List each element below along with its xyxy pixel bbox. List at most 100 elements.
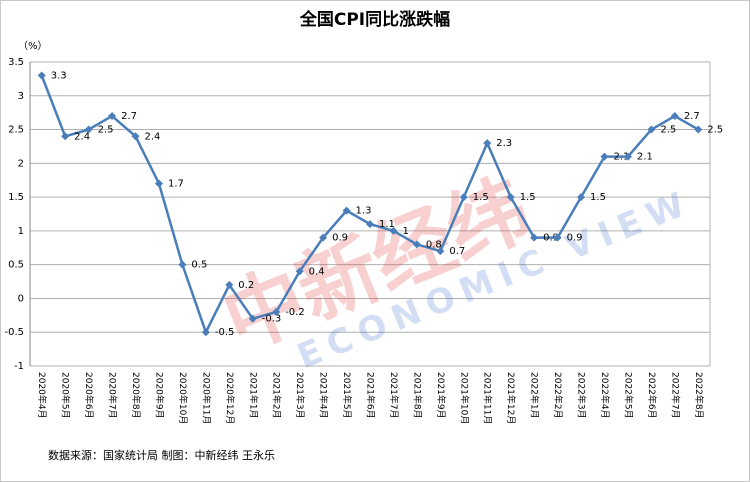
- y-tick-label: 3: [18, 91, 24, 102]
- data-label: 0.8: [426, 239, 442, 250]
- x-tick-label: 2020年9月: [153, 372, 165, 419]
- data-point: [225, 280, 234, 289]
- data-label: 0.9: [332, 233, 348, 244]
- x-tick-label: 2020年4月: [36, 372, 48, 419]
- data-point: [530, 233, 539, 242]
- x-tick-label: 2021年1月: [247, 372, 259, 419]
- x-tick-label: 2022年3月: [576, 372, 588, 419]
- data-label: 2.1: [613, 152, 629, 163]
- data-point: [623, 152, 632, 161]
- y-tick-label: 2.5: [8, 125, 24, 136]
- y-tick-label: -0.5: [4, 327, 24, 338]
- data-label: 2.3: [496, 138, 512, 149]
- data-label: 2.1: [637, 152, 653, 163]
- plot-area: [29, 61, 711, 367]
- data-point: [412, 240, 421, 249]
- data-label: 0.9: [567, 233, 583, 244]
- chart-title: 全国CPI同比涨跌幅: [299, 9, 450, 30]
- x-tick-label: 2021年8月: [411, 372, 423, 419]
- data-point: [272, 307, 281, 316]
- data-label: 1.1: [379, 219, 395, 230]
- data-point: [37, 71, 46, 80]
- data-label: 2.5: [98, 125, 114, 136]
- data-point: [366, 220, 374, 229]
- x-tick-label: 2021年12月: [505, 372, 517, 424]
- y-tick-label: 3.5: [8, 57, 24, 68]
- data-label: 1.5: [473, 192, 489, 203]
- data-label: 0.9: [543, 233, 559, 244]
- data-label: 1.5: [590, 192, 606, 203]
- data-label: 0.5: [191, 260, 207, 271]
- data-label: 0.4: [309, 266, 325, 277]
- data-point: [506, 193, 515, 202]
- y-unit: （%）: [18, 40, 48, 52]
- data-label: -0.2: [285, 307, 305, 318]
- x-tick-label: 2021年2月: [271, 372, 283, 419]
- y-tick-label: 1.5: [8, 192, 24, 203]
- data-point: [670, 112, 679, 121]
- data-label: -0.3: [262, 314, 282, 325]
- x-tick-label: 2021年9月: [435, 372, 447, 419]
- data-label: 1: [402, 226, 408, 237]
- x-tick-label: 2022年4月: [599, 372, 611, 419]
- data-point: [436, 247, 445, 256]
- y-tick-label: 2: [18, 158, 24, 169]
- data-label: -0.5: [215, 327, 235, 338]
- x-tick-label: 2020年10月: [177, 372, 189, 424]
- data-point: [84, 125, 93, 134]
- data-point: [201, 328, 210, 337]
- data-point: [319, 233, 328, 242]
- source-note: 数据来源：国家统计局 制图：中新经纬 王永乐: [48, 448, 275, 462]
- data-label: 2.7: [684, 111, 700, 122]
- x-tick-label: 2020年12月: [224, 372, 236, 424]
- x-tick-label: 2021年6月: [365, 372, 377, 419]
- data-label: 2.5: [707, 125, 723, 136]
- x-tick-label: 2021年10月: [458, 372, 470, 424]
- y-tick-label: 0.5: [8, 260, 24, 271]
- data-label: 2.4: [145, 131, 161, 142]
- x-tick-label: 2021年11月: [482, 372, 494, 424]
- data-point: [248, 314, 257, 323]
- data-point: [600, 152, 609, 161]
- data-point: [61, 132, 70, 141]
- x-tick-label: 2022年1月: [529, 372, 541, 419]
- x-tick-label: 2020年7月: [107, 372, 119, 419]
- data-point: [108, 112, 117, 121]
- data-label: 2.4: [74, 131, 90, 142]
- data-label: 1.5: [520, 192, 536, 203]
- x-tick-label: 2022年6月: [646, 372, 658, 419]
- data-point: [295, 267, 304, 276]
- data-label: 2.7: [121, 111, 137, 122]
- x-tick-label: 2022年8月: [693, 372, 705, 419]
- x-tick-label: 2020年5月: [60, 372, 72, 419]
- data-point: [577, 193, 586, 202]
- x-tick-label: 2021年3月: [294, 372, 306, 419]
- data-label: 0.2: [238, 280, 254, 291]
- data-point: [342, 206, 351, 215]
- data-point: [553, 233, 562, 242]
- y-tick-label: 0: [18, 293, 24, 304]
- x-tick-label: 2021年7月: [388, 372, 400, 419]
- data-point: [483, 139, 492, 148]
- data-point: [178, 260, 187, 269]
- data-label: 1.7: [168, 179, 184, 190]
- x-tick-label: 2021年4月: [318, 372, 330, 419]
- data-label: 3.3: [51, 71, 67, 82]
- y-tick-label: 1: [18, 226, 24, 237]
- data-point: [647, 125, 656, 134]
- x-tick-label: 2020年6月: [83, 372, 95, 419]
- x-tick-label: 2022年7月: [669, 372, 681, 419]
- data-point: [389, 226, 398, 235]
- x-tick-label: 2020年8月: [130, 372, 142, 419]
- x-tick-label: 2022年2月: [552, 372, 564, 419]
- data-label: 0.7: [449, 246, 465, 257]
- x-tick-label: 2020年11月: [200, 372, 212, 424]
- data-point: [694, 125, 703, 134]
- data-point: [459, 193, 468, 202]
- data-point: [131, 132, 140, 141]
- x-tick-label: 2022年5月: [622, 372, 634, 419]
- data-label: 2.5: [660, 125, 676, 136]
- data-point: [154, 179, 163, 188]
